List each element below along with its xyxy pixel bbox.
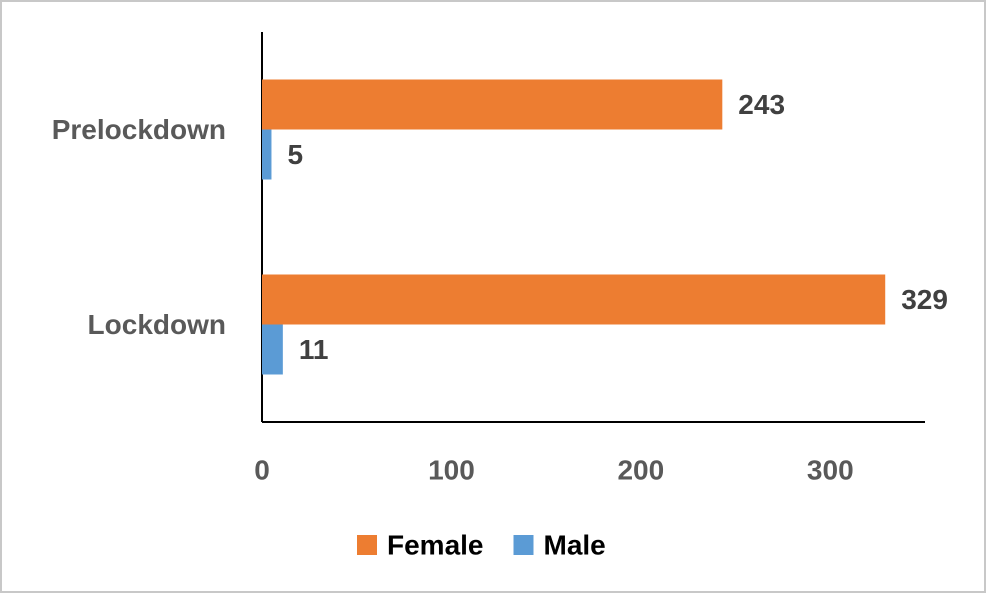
legend-label: Male (544, 529, 606, 560)
legend-label: Female (387, 529, 484, 560)
legend-swatch (513, 535, 534, 555)
bar (262, 79, 723, 130)
x-tick-label: 100 (428, 454, 475, 485)
value-label: 329 (901, 284, 948, 315)
y-tick-label: Prelockdown (52, 114, 226, 145)
value-label: 5 (287, 139, 303, 170)
x-tick-label: 200 (617, 454, 664, 485)
bar (262, 129, 272, 180)
bar (262, 274, 886, 325)
x-tick-label: 300 (807, 454, 854, 485)
x-tick-label: 0 (254, 454, 270, 485)
value-label: 243 (738, 89, 785, 120)
legend-swatch (357, 535, 377, 555)
y-tick-label: Lockdown (88, 309, 226, 340)
value-label: 11 (299, 334, 329, 365)
bar (262, 324, 283, 375)
